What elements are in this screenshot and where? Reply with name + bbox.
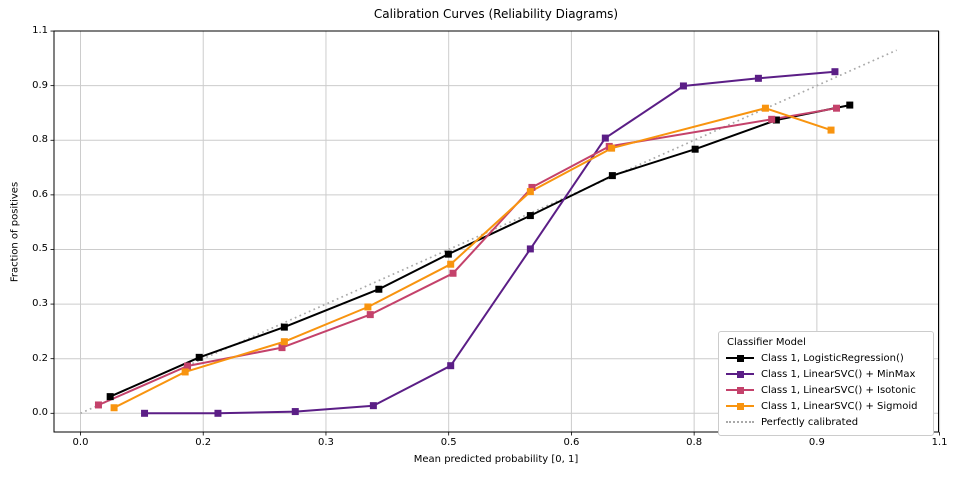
data-point-marker-0 (444, 250, 452, 258)
data-point-marker-1 (214, 409, 222, 417)
legend-dotted-line-icon (726, 418, 754, 426)
data-point-marker-3 (181, 368, 189, 376)
legend-item: Class 1, LogisticRegression() (726, 350, 925, 366)
data-point-marker-3 (761, 104, 769, 112)
y-tick-label: 0.0 (32, 407, 48, 419)
x-tick-label: 0.5 (440, 437, 457, 448)
x-tick-label: 0.3 (318, 437, 334, 448)
legend-label: Class 1, LogisticRegression() (761, 352, 904, 364)
chart-title: Calibration Curves (Reliability Diagrams… (373, 7, 619, 21)
data-point-marker-1 (369, 402, 377, 410)
x-tick-label: 0.0 (72, 437, 89, 448)
data-point-marker-3 (280, 338, 288, 346)
legend-label: Class 1, LinearSVC() + Isotonic (761, 384, 916, 396)
legend: Classifier Model Class 1, LogisticRegres… (718, 331, 934, 436)
data-point-marker-2 (528, 183, 536, 191)
x-tick-label: 1.1 (931, 437, 948, 448)
legend-line-marker-icon (726, 386, 754, 394)
data-point-marker-1 (447, 362, 455, 370)
legend-label: Class 1, LinearSVC() + MinMax (761, 368, 916, 380)
data-point-marker-2 (833, 104, 841, 112)
data-point-marker-2 (449, 269, 457, 277)
data-point-marker-1 (141, 409, 149, 417)
data-point-marker-0 (280, 323, 288, 331)
x-tick-label: 0.9 (808, 437, 825, 448)
y-tick-label: 0.8 (32, 134, 48, 146)
x-tick-label: 0.2 (195, 437, 212, 448)
data-point-marker-2 (278, 344, 286, 352)
y-tick-label: 1.1 (32, 25, 48, 37)
data-point-marker-0 (691, 145, 699, 153)
data-point-marker-3 (364, 303, 372, 311)
legend-item: Perfectly calibrated (726, 414, 925, 430)
data-point-marker-3 (827, 126, 835, 134)
data-point-marker-1 (679, 82, 687, 90)
series-line-1 (144, 70, 835, 415)
legend-item: Class 1, LinearSVC() + MinMax (726, 366, 925, 382)
data-point-marker-3 (447, 260, 455, 268)
data-point-marker-1 (754, 74, 762, 82)
legend-line-marker-icon (726, 370, 754, 378)
legend-line-marker-icon (726, 354, 754, 362)
data-point-marker-0 (195, 353, 203, 361)
data-point-marker-2 (183, 362, 191, 370)
y-tick-label: 0.5 (32, 243, 48, 255)
data-point-marker-3 (526, 188, 534, 196)
axes-spines (53, 30, 939, 433)
legend-item: Class 1, LinearSVC() + Isotonic (726, 382, 925, 398)
legend-rows: Class 1, LogisticRegression() Class 1, Li… (726, 350, 925, 430)
x-tick-label: 0.6 (563, 437, 580, 448)
data-point-marker-0 (772, 116, 780, 124)
data-point-marker-0 (526, 212, 534, 220)
legend-title: Classifier Model (727, 337, 806, 348)
data-point-marker-1 (831, 68, 839, 76)
y-tick-label: 0.3 (32, 298, 48, 310)
data-point-marker-1 (526, 245, 534, 253)
y-tick-label: 0.2 (32, 352, 48, 364)
x-tick-label: 0.8 (686, 437, 703, 448)
y-tick-label: 0.9 (32, 79, 48, 91)
data-point-marker-0 (608, 172, 616, 180)
data-point-marker-1 (601, 134, 609, 142)
data-point-marker-2 (366, 311, 374, 319)
y-tick-label: 0.6 (32, 188, 48, 200)
data-point-marker-3 (110, 404, 118, 412)
data-point-marker-0 (846, 101, 854, 109)
legend-line-marker-icon (726, 402, 754, 410)
data-point-marker-2 (94, 401, 102, 409)
reference-line (80, 49, 897, 415)
data-point-marker-0 (106, 393, 114, 401)
legend-label: Class 1, LinearSVC() + Sigmoid (761, 400, 918, 412)
data-point-marker-2 (768, 115, 776, 123)
x-axis-label: Mean predicted probability [0, 1] (413, 454, 579, 465)
data-point-marker-1 (291, 408, 299, 416)
legend-label: Perfectly calibrated (761, 416, 859, 428)
data-point-marker-0 (375, 285, 383, 293)
legend-item: Class 1, LinearSVC() + Sigmoid (726, 398, 925, 414)
data-point-marker-3 (608, 144, 616, 152)
